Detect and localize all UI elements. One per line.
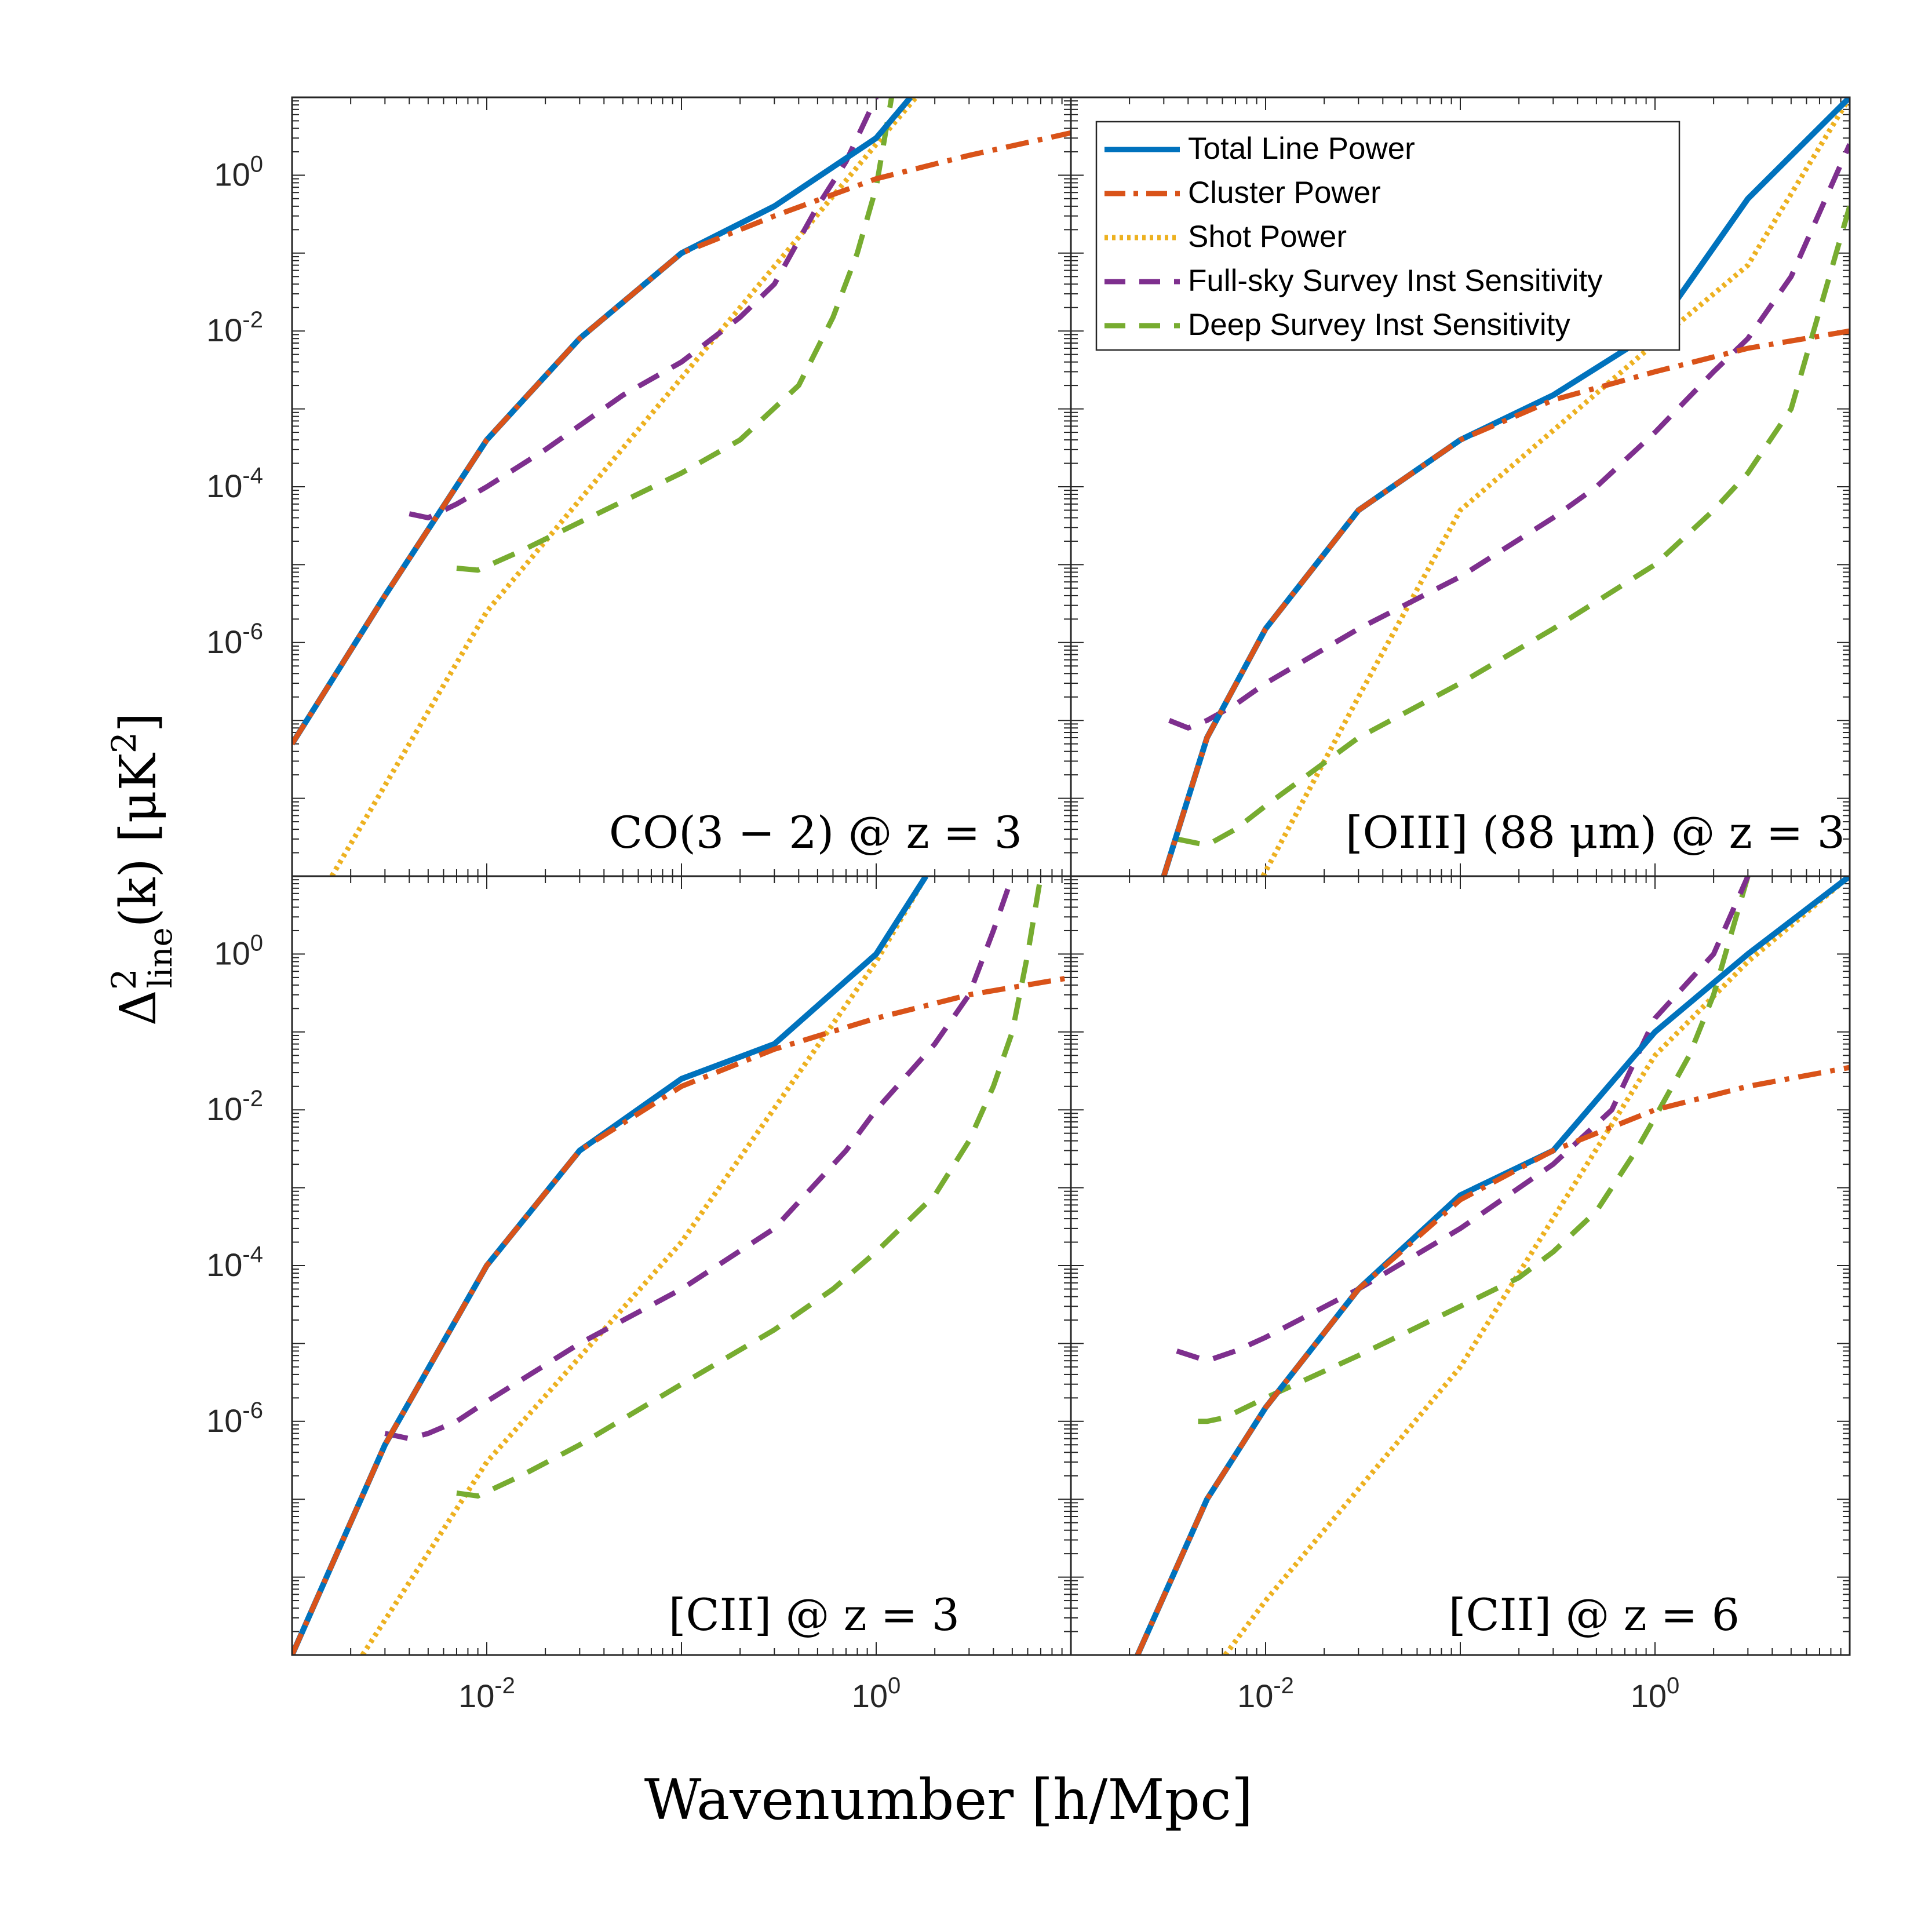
legend: Total Line Power Cluster Power Shot Powe…: [1095, 121, 1681, 351]
panel-ticks: [292, 876, 1071, 1655]
series-line-cluster: [1135, 1065, 1850, 1655]
legend-box: [1095, 121, 1681, 351]
y-tick-label: 10-6: [206, 1398, 263, 1439]
legend-item-fullsky: Full-sky Survey Inst Sensitivity: [1104, 264, 1603, 298]
panel-ticks: [1071, 876, 1850, 1655]
series-line-shot: [1260, 97, 1850, 876]
panel-top-left: CO(3 − 2) @ z = 3 100 10-2 10-4 10-6: [206, 96, 1072, 877]
panel-ticks: [1071, 97, 1850, 876]
legend-label-shot: Shot Power: [1188, 220, 1347, 254]
panel-series: [292, 876, 1071, 1655]
panel-title: [OIII] (88 μm) @ z = 3: [1346, 807, 1845, 858]
legend-label-deep: Deep Survey Inst Sensitivity: [1188, 308, 1570, 342]
series-line-fullsky: [409, 97, 879, 520]
series-line-deep: [1176, 205, 1850, 848]
series-line-cluster: [1161, 328, 1850, 876]
series-line-deep: [456, 97, 895, 573]
series-line-cluster: [292, 130, 1071, 746]
y-tick-label: 10-4: [206, 463, 263, 504]
panel-series: [1161, 97, 1850, 876]
x-tick-label: 100: [852, 1673, 901, 1714]
legend-item-shot: Shot Power: [1104, 220, 1347, 254]
panel-top-right: [OIII] (88 μm) @ z = 3: [1070, 96, 1851, 877]
panel-title: [CII] @ z = 3: [669, 1589, 960, 1641]
y-tick-label: 10-2: [206, 307, 263, 348]
legend-label-total: Total Line Power: [1188, 132, 1415, 166]
y-tick-label: 10-6: [206, 619, 263, 660]
panel-ticks: [292, 97, 1071, 876]
series-line-deep: [456, 876, 1044, 1499]
series-line-total: [292, 876, 929, 1655]
legend-label-fullsky: Full-sky Survey Inst Sensitivity: [1188, 264, 1603, 298]
panel-series: [292, 97, 1071, 876]
panel-bottom-left: [CII] @ z = 3 100 10-2 10-4 10-6 10-2 100: [206, 875, 1072, 1714]
series-line-fullsky: [1168, 143, 1850, 731]
y-axis-label: Δ2line(k) [μK2]: [104, 713, 180, 1026]
y-tick-label: 10-4: [206, 1242, 263, 1283]
legend-item-total: Total Line Power: [1104, 132, 1415, 166]
y-tick-label: 10-2: [206, 1086, 263, 1127]
panel-title: [CII] @ z = 6: [1449, 1589, 1740, 1641]
series-line-shot: [329, 97, 918, 876]
y-tick-label: 100: [214, 151, 263, 192]
panels-layer: CO(3 − 2) @ z = 3 100 10-2 10-4 10-6 [OIII] (…: [206, 96, 1851, 1714]
series-line-fullsky: [1176, 876, 1751, 1364]
y-tick-label: 100: [214, 930, 263, 971]
x-axis-label: Wavenumber [h/Mpc]: [644, 1767, 1253, 1832]
panel-title: CO(3 − 2) @ z = 3: [609, 807, 1022, 858]
series-line-cluster: [292, 975, 1071, 1655]
panel-bottom-right: [CII] @ z = 6 10-2 100: [1070, 875, 1851, 1714]
panel-frame: [1070, 875, 1851, 1656]
legend-item-deep: Deep Survey Inst Sensitivity: [1104, 308, 1570, 342]
legend-label-cluster: Cluster Power: [1188, 176, 1381, 210]
series-line-fullsky: [384, 876, 1015, 1442]
legend-item-cluster: Cluster Power: [1104, 176, 1381, 210]
series-line-deep: [1198, 876, 1751, 1424]
x-tick-label: 100: [1631, 1673, 1680, 1714]
x-tick-label: 10-2: [1237, 1673, 1294, 1714]
panel-series: [1135, 876, 1850, 1655]
x-tick-label: 10-2: [458, 1673, 515, 1714]
